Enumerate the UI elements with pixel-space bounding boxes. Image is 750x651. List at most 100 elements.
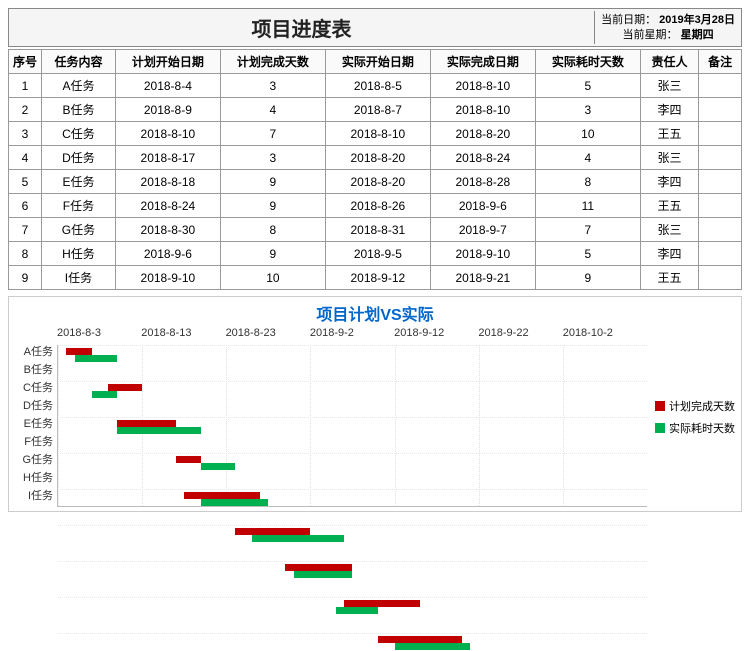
date-label: 当前日期： <box>601 13 656 27</box>
table-cell: 9 <box>220 242 325 266</box>
table-cell: 10 <box>220 266 325 290</box>
table-cell: 2018-8-17 <box>115 146 220 170</box>
legend-swatch-plan <box>655 401 665 411</box>
column-header: 责任人 <box>640 50 698 74</box>
table-cell: 2018-8-20 <box>325 170 430 194</box>
bar-actual <box>117 427 201 434</box>
bar-actual <box>294 571 353 578</box>
gantt-row <box>58 597 647 615</box>
y-tick-label: A任务 <box>13 343 57 361</box>
legend-swatch-actual <box>655 423 665 433</box>
bar-actual <box>92 391 117 398</box>
table-cell: 5 <box>9 170 42 194</box>
table-cell: 10 <box>535 122 640 146</box>
table-cell: 2018-8-20 <box>325 146 430 170</box>
table-cell: 8 <box>9 242 42 266</box>
page-title: 项目进度表 <box>9 9 594 46</box>
table-cell <box>699 242 742 266</box>
table-cell: 7 <box>9 218 42 242</box>
x-tick-label: 2018-10-2 <box>563 327 647 339</box>
y-tick-label: G任务 <box>13 451 57 469</box>
table-cell: 7 <box>220 122 325 146</box>
table-cell: B任务 <box>42 98 116 122</box>
table-cell: 2018-9-7 <box>430 218 535 242</box>
y-tick-label: C任务 <box>13 379 57 397</box>
table-head: 序号任务内容计划开始日期计划完成天数实际开始日期实际完成日期实际耗时天数责任人备… <box>9 50 742 74</box>
table-cell: 3 <box>535 98 640 122</box>
table-cell: 2018-8-30 <box>115 218 220 242</box>
table-row: 7G任务2018-8-3082018-8-312018-9-77张三 <box>9 218 742 242</box>
table-cell: 2018-8-18 <box>115 170 220 194</box>
gantt-chart: 项目计划VS实际 A任务B任务C任务D任务E任务F任务G任务H任务I任务 201… <box>8 296 742 512</box>
table-cell: 王五 <box>640 266 698 290</box>
header: 项目进度表 当前日期： 2019年3月28日 当前星期： 星期四 <box>8 8 742 47</box>
bar-actual <box>395 643 471 650</box>
bar-plan <box>344 600 420 607</box>
table-cell: 5 <box>535 74 640 98</box>
table-cell: 李四 <box>640 170 698 194</box>
table-cell: 5 <box>535 242 640 266</box>
table-cell: 8 <box>220 218 325 242</box>
table-cell: 1 <box>9 74 42 98</box>
bar-actual <box>336 607 378 614</box>
table-cell: 3 <box>9 122 42 146</box>
x-tick-label: 2018-9-22 <box>478 327 562 339</box>
table-cell: 2018-9-6 <box>115 242 220 266</box>
bar-actual <box>201 499 268 506</box>
y-tick-label: D任务 <box>13 397 57 415</box>
table-cell: 2018-8-5 <box>325 74 430 98</box>
table-cell: 王五 <box>640 194 698 218</box>
table-cell: 6 <box>9 194 42 218</box>
table-cell: A任务 <box>42 74 116 98</box>
table-cell <box>699 122 742 146</box>
table-cell: 11 <box>535 194 640 218</box>
table-cell: 2018-9-10 <box>115 266 220 290</box>
table-cell: 李四 <box>640 98 698 122</box>
table-row: 5E任务2018-8-1892018-8-202018-8-288李四 <box>9 170 742 194</box>
table-cell: 2018-9-12 <box>325 266 430 290</box>
table-cell: 王五 <box>640 122 698 146</box>
gantt-row <box>58 381 647 399</box>
table-cell <box>699 74 742 98</box>
column-header: 序号 <box>9 50 42 74</box>
table-cell: 7 <box>535 218 640 242</box>
bar-plan <box>176 456 201 463</box>
table-cell: H任务 <box>42 242 116 266</box>
date-info: 当前日期： 2019年3月28日 当前星期： 星期四 <box>594 11 741 44</box>
gantt-row <box>58 345 647 363</box>
bar-actual <box>75 355 117 362</box>
legend-label-plan: 计划完成天数 <box>669 398 735 414</box>
chart-legend: 计划完成天数 实际耗时天数 <box>647 327 737 507</box>
legend-label-actual: 实际耗时天数 <box>669 420 735 436</box>
x-tick-label: 2018-8-23 <box>226 327 310 339</box>
table-cell: 2 <box>9 98 42 122</box>
table-cell <box>699 218 742 242</box>
bar-plan <box>184 492 260 499</box>
table-cell: 2018-8-10 <box>430 74 535 98</box>
y-tick-label: E任务 <box>13 415 57 433</box>
table-cell: 李四 <box>640 242 698 266</box>
table-row: 8H任务2018-9-692018-9-52018-9-105李四 <box>9 242 742 266</box>
chart-y-labels: A任务B任务C任务D任务E任务F任务G任务H任务I任务 <box>13 343 57 505</box>
column-header: 备注 <box>699 50 742 74</box>
chart-title: 项目计划VS实际 <box>13 301 737 325</box>
table-cell: 2018-8-28 <box>430 170 535 194</box>
table-cell: 2018-9-6 <box>430 194 535 218</box>
table-cell: 9 <box>220 170 325 194</box>
x-tick-label: 2018-9-2 <box>310 327 394 339</box>
table-cell: 2018-8-20 <box>430 122 535 146</box>
table-row: 1A任务2018-8-432018-8-52018-8-105张三 <box>9 74 742 98</box>
bar-actual <box>252 535 345 542</box>
legend-item-actual: 实际耗时天数 <box>655 420 737 436</box>
legend-item-plan: 计划完成天数 <box>655 398 737 414</box>
table-cell: 2018-8-4 <box>115 74 220 98</box>
column-header: 实际完成日期 <box>430 50 535 74</box>
bar-plan <box>378 636 462 643</box>
table-cell: 2018-8-24 <box>115 194 220 218</box>
table-row: 3C任务2018-8-1072018-8-102018-8-2010王五 <box>9 122 742 146</box>
table-cell: 2018-9-5 <box>325 242 430 266</box>
gantt-row <box>58 525 647 543</box>
table-cell <box>699 98 742 122</box>
table-cell <box>699 194 742 218</box>
table-row: 2B任务2018-8-942018-8-72018-8-103李四 <box>9 98 742 122</box>
